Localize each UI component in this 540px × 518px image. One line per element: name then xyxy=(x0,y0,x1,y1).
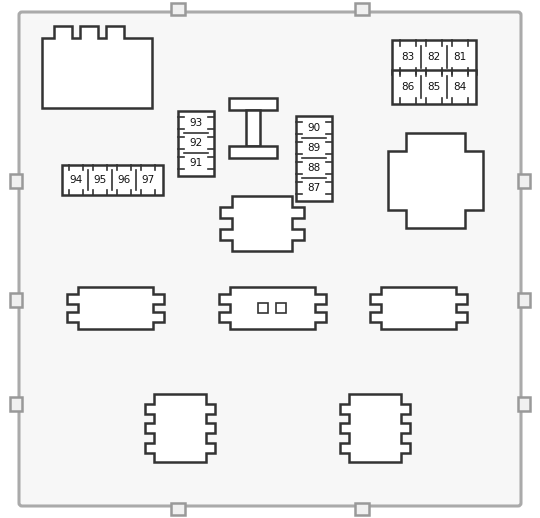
Polygon shape xyxy=(219,287,326,329)
Bar xyxy=(178,110,214,176)
Bar xyxy=(229,98,277,110)
Text: 92: 92 xyxy=(190,138,202,148)
Polygon shape xyxy=(145,394,215,462)
Text: 96: 96 xyxy=(117,175,131,185)
Bar xyxy=(355,3,369,15)
FancyBboxPatch shape xyxy=(19,12,521,506)
Bar xyxy=(10,174,22,189)
Polygon shape xyxy=(42,26,152,108)
Text: 89: 89 xyxy=(307,143,321,153)
Bar xyxy=(355,503,369,515)
Text: 94: 94 xyxy=(69,175,83,185)
Text: 90: 90 xyxy=(307,123,321,133)
Bar xyxy=(171,3,185,15)
Text: 84: 84 xyxy=(454,82,467,92)
Text: 81: 81 xyxy=(454,52,467,62)
Text: 97: 97 xyxy=(141,175,154,185)
Bar xyxy=(10,397,22,411)
Bar xyxy=(258,303,268,313)
Text: 95: 95 xyxy=(93,175,106,185)
Bar xyxy=(392,70,476,104)
Text: 87: 87 xyxy=(307,183,321,193)
Bar xyxy=(518,174,530,189)
Bar xyxy=(276,303,286,313)
Text: 93: 93 xyxy=(190,118,202,128)
Text: 85: 85 xyxy=(427,82,441,92)
Bar xyxy=(229,146,277,158)
Polygon shape xyxy=(66,287,164,329)
Text: 91: 91 xyxy=(190,158,202,168)
Bar xyxy=(10,293,22,308)
Bar xyxy=(392,40,476,74)
Polygon shape xyxy=(340,394,410,462)
Bar xyxy=(518,293,530,308)
Bar xyxy=(62,165,163,195)
Polygon shape xyxy=(369,287,467,329)
Bar xyxy=(518,397,530,411)
Polygon shape xyxy=(388,133,483,228)
Text: 83: 83 xyxy=(401,52,415,62)
Text: 88: 88 xyxy=(307,163,321,173)
Polygon shape xyxy=(220,195,304,251)
Text: 82: 82 xyxy=(427,52,441,62)
Bar xyxy=(246,110,260,146)
Text: 86: 86 xyxy=(401,82,415,92)
Bar xyxy=(296,116,332,200)
Bar xyxy=(171,503,185,515)
